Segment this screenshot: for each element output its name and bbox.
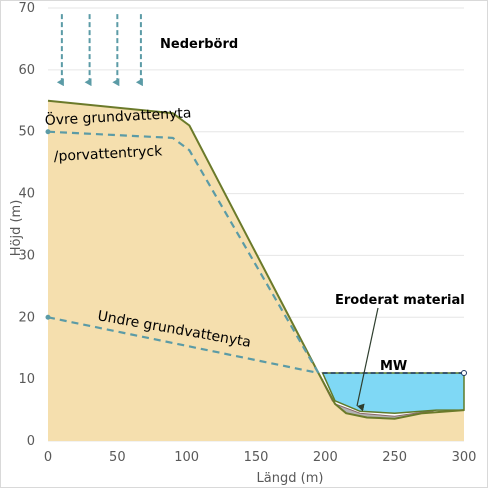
- y-tick-label-40: 40: [18, 187, 35, 202]
- y-axis-ticks: 0 10 20 30 40 50 60 70: [18, 1, 35, 449]
- y-tick-label-0: 0: [27, 434, 35, 449]
- pore-pressure-label: /porvattentryck: [53, 143, 163, 165]
- x-axis-ticks: 0 50 100 150 200 250 300: [44, 450, 477, 465]
- eroded-material-pointer: [356, 307, 379, 412]
- lower-groundwater-line: [47, 316, 319, 375]
- upper-groundwater-line: [47, 130, 320, 374]
- x-tick-label-300: 300: [452, 450, 477, 465]
- x-tick-label-100: 100: [174, 450, 199, 465]
- upper-groundwater-point: [45, 129, 51, 135]
- eroded-material-label: Eroderat material: [335, 293, 465, 308]
- y-tick-label-10: 10: [18, 372, 35, 387]
- y-tick-label-70: 70: [18, 1, 35, 16]
- x-tick-label-250: 250: [382, 450, 407, 465]
- precipitation-arrows: [56, 14, 143, 87]
- precipitation-label: Nederbörd: [160, 37, 238, 52]
- x-tick-label-200: 200: [313, 450, 338, 465]
- terrain-surface-line: [47, 99, 465, 420]
- x-axis-title: Längd (m): [257, 471, 324, 486]
- x-tick-label-0: 0: [44, 450, 52, 465]
- line-layers: [45, 99, 467, 420]
- y-tick-label-60: 60: [18, 63, 35, 78]
- x-tick-label-150: 150: [244, 450, 269, 465]
- y-axis-title: Höjd (m): [9, 200, 24, 257]
- terrain-area: [48, 100, 464, 442]
- water-level-point: [461, 369, 467, 376]
- water-level-label: MW: [380, 359, 407, 374]
- y-tick-label-20: 20: [18, 310, 35, 325]
- lower-groundwater-point: [45, 314, 51, 320]
- y-tick-label-50: 50: [18, 125, 35, 140]
- y-tick-label-30: 30: [18, 248, 35, 263]
- x-tick-label-50: 50: [109, 450, 126, 465]
